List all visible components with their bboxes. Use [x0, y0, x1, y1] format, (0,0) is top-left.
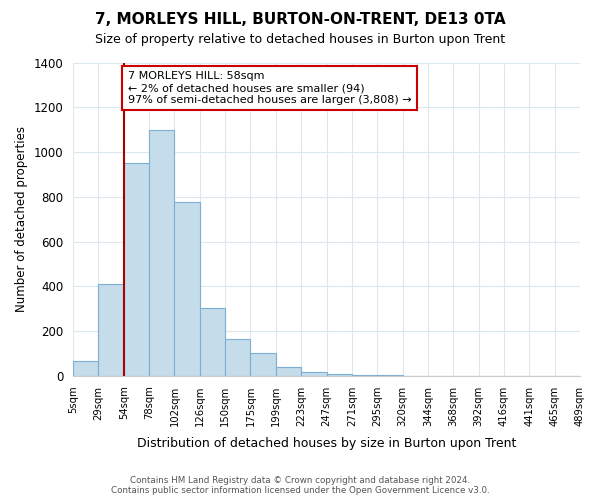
Bar — [200, 308, 225, 376]
Y-axis label: Number of detached properties: Number of detached properties — [15, 126, 28, 312]
Bar — [124, 163, 149, 376]
Text: 7, MORLEYS HILL, BURTON-ON-TRENT, DE13 0TA: 7, MORLEYS HILL, BURTON-ON-TRENT, DE13 0… — [95, 12, 505, 28]
X-axis label: Distribution of detached houses by size in Burton upon Trent: Distribution of detached houses by size … — [137, 437, 516, 450]
Bar — [250, 354, 276, 376]
Bar — [149, 130, 175, 376]
Bar — [225, 339, 250, 376]
Text: Contains HM Land Registry data © Crown copyright and database right 2024.
Contai: Contains HM Land Registry data © Crown c… — [110, 476, 490, 495]
Bar — [301, 372, 326, 376]
Bar — [175, 202, 200, 376]
Text: 7 MORLEYS HILL: 58sqm
← 2% of detached houses are smaller (94)
97% of semi-detac: 7 MORLEYS HILL: 58sqm ← 2% of detached h… — [128, 72, 411, 104]
Bar — [73, 361, 98, 376]
Bar — [326, 374, 352, 376]
Bar — [276, 368, 301, 376]
Bar — [98, 284, 124, 376]
Text: Size of property relative to detached houses in Burton upon Trent: Size of property relative to detached ho… — [95, 34, 505, 46]
Bar — [352, 374, 377, 376]
